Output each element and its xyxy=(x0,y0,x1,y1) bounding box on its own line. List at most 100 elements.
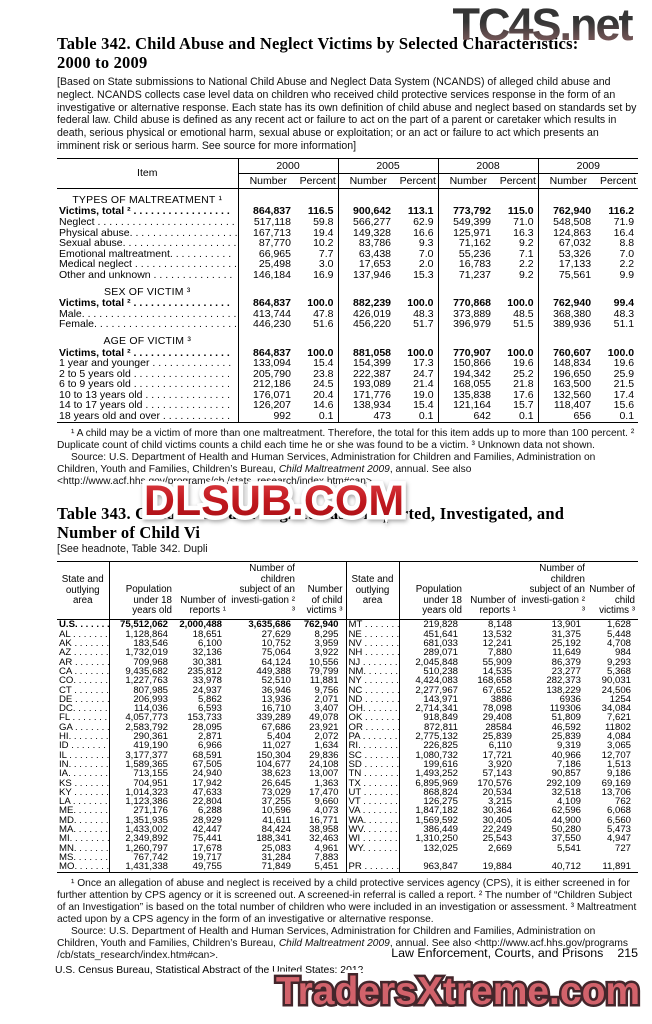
value-cell: 13,936 xyxy=(261,694,291,705)
value-cell: 3,959 xyxy=(314,639,339,649)
value-cell: 2.2 xyxy=(619,259,635,270)
value-cell: 9.3 xyxy=(418,238,434,249)
state-cell: WV. . . . . . . xyxy=(345,825,399,835)
value-cell: 6,593 xyxy=(197,704,222,714)
value-cell: 12,241 xyxy=(482,639,512,649)
value-cell: 1,227,763 xyxy=(108,676,175,686)
value-cell: 19.4 xyxy=(313,227,334,239)
value-cell: 51.5 xyxy=(513,319,534,330)
value-cell: 2,583,792 xyxy=(108,722,175,733)
spacer-row xyxy=(57,329,638,335)
source-text: , annual. See also <http://www.acf.hhs.g… xyxy=(57,463,472,487)
value-cell: 199,616 xyxy=(398,759,465,770)
value-cell: 339,289 xyxy=(256,713,291,723)
spacer-row xyxy=(57,188,638,194)
state-cell: AL . . . . . . . . xyxy=(59,629,109,640)
value-cell: 28584 xyxy=(485,722,512,733)
population-column-header: Population under 18 years old xyxy=(398,561,465,621)
value-cell: 17.4 xyxy=(613,389,635,401)
value-cell: 19.6 xyxy=(513,358,534,369)
table343-title: Table 343. Child Abuse and Neglect Cases… xyxy=(57,504,638,542)
value-cell xyxy=(398,852,465,863)
value-cell: 75,064 xyxy=(261,648,291,658)
value-cell: 17.3 xyxy=(413,358,434,369)
value-cell: 773,792 xyxy=(437,206,499,217)
row-label-cell: Other and unknown . . . . . . . . . . . … xyxy=(59,269,233,281)
value-cell: 37,550 xyxy=(551,834,581,844)
spacer-cell xyxy=(237,188,298,194)
value-cell: 64,124 xyxy=(261,657,291,667)
value-cell: 75,561 xyxy=(537,269,599,281)
year-header: 2008 xyxy=(437,158,539,174)
value-cell: 10.2 xyxy=(313,238,334,249)
value-cell: 21.8 xyxy=(513,379,534,390)
value-cell: 10,556 xyxy=(309,657,339,667)
value-cell: 396,979 xyxy=(437,319,499,330)
value-cell: 282,373 xyxy=(546,676,581,686)
value-cell: 170,576 xyxy=(477,778,512,788)
value-cell: 71,162 xyxy=(437,238,499,249)
value-cell: 113.1 xyxy=(407,206,434,217)
value-cell: 23.8 xyxy=(313,368,334,380)
value-cell: 219,828 xyxy=(398,619,465,630)
value-cell: 24.7 xyxy=(413,368,434,380)
state-cell: AZ . . . . . . . . xyxy=(59,648,109,658)
value-cell: 55,909 xyxy=(482,657,512,667)
section-header-cell: SEX OF VICTIM ³ xyxy=(104,285,191,298)
state-cell: GA . . . . . . . . xyxy=(59,722,109,733)
child-victims-column-header: Number of child victims ³ xyxy=(298,561,346,621)
value-cell: 10,596 xyxy=(261,806,291,816)
value-cell: 727 xyxy=(614,843,631,853)
state-cell: ND . . . . . . . xyxy=(345,694,399,705)
state-cell: WY. . . . . . . xyxy=(345,843,399,853)
value-cell: 11,891 xyxy=(602,862,631,872)
state-cell: WA. . . . . . . xyxy=(345,815,399,826)
value-cell: 86,379 xyxy=(551,657,581,667)
table343-footnote: ¹ Once an allegation of abuse and neglec… xyxy=(57,877,637,925)
value-cell: 79,799 xyxy=(309,666,339,677)
value-cell: 0.1 xyxy=(418,411,434,423)
value-cell: 22,249 xyxy=(482,825,512,835)
value-cell: 6,068 xyxy=(606,806,631,816)
value-cell: 9.2 xyxy=(518,238,534,249)
table-row: AL . . . . . . . . 1,128,864 18,651 27,629 8… xyxy=(57,629,638,640)
spacer-cell xyxy=(337,188,399,194)
subcolumn-header-row: Number Percent Number Percent Number Per… xyxy=(57,173,639,189)
row-label-cell: 10 to 13 years old . . . . . . . . . . .… xyxy=(59,389,230,401)
value-cell: 456,220 xyxy=(337,319,399,330)
row-label-cell: Emotional maltreatment. . . . . . . . . … xyxy=(59,248,232,260)
value-cell: 389,936 xyxy=(537,319,599,330)
footer-section-title: Law Enforcement, Courts, and Prisons xyxy=(391,946,604,960)
value-cell: 3886 xyxy=(490,694,512,705)
value-cell: 9,319 xyxy=(556,741,581,751)
table343-headnote: [See headnote, Table 342. Dupli xyxy=(57,542,208,555)
value-cell: 762,940 xyxy=(537,206,599,217)
value-cell: 63,438 xyxy=(337,248,399,260)
spacer-cell xyxy=(537,280,599,286)
value-cell: 67,652 xyxy=(482,685,512,695)
value-cell: 135,838 xyxy=(437,389,499,401)
value-cell: 7.1 xyxy=(518,248,534,260)
value-cell: 15.3 xyxy=(413,269,434,281)
value-cell: 24,108 xyxy=(309,759,339,770)
value-cell: 132,025 xyxy=(398,843,465,853)
section-header-cell: TYPES OF MALTREATMENT ¹ xyxy=(72,193,223,206)
value-cell: 31,375 xyxy=(551,629,581,640)
table-row: GA . . . . . . . .2,583,792 28,095 67,686 2… xyxy=(57,722,638,733)
state-cell: SC . . . . . . . xyxy=(345,750,399,760)
spacer-cell xyxy=(337,193,399,207)
row-label-cell: Victims, total ² . . . . . . . . . . . .… xyxy=(59,298,230,309)
value-cell: 25,839 xyxy=(551,732,581,742)
value-cell: 137,946 xyxy=(337,269,399,281)
value-cell: 1,493,252 xyxy=(398,769,465,779)
value-cell: 67,505 xyxy=(192,759,222,770)
value-cell: 1,513 xyxy=(606,759,631,770)
spacer-cell xyxy=(237,285,298,299)
table-row: IL . . . . . . . . .3,177,377 68,591 150,3… xyxy=(57,750,638,760)
value-cell: 1,351,935 xyxy=(108,815,175,826)
state-cell: SD . . . . . . . xyxy=(345,759,399,770)
spacer-cell xyxy=(437,285,499,299)
state-cell: NH . . . . . . . xyxy=(345,648,399,658)
value-cell: 5,862 xyxy=(197,694,222,705)
